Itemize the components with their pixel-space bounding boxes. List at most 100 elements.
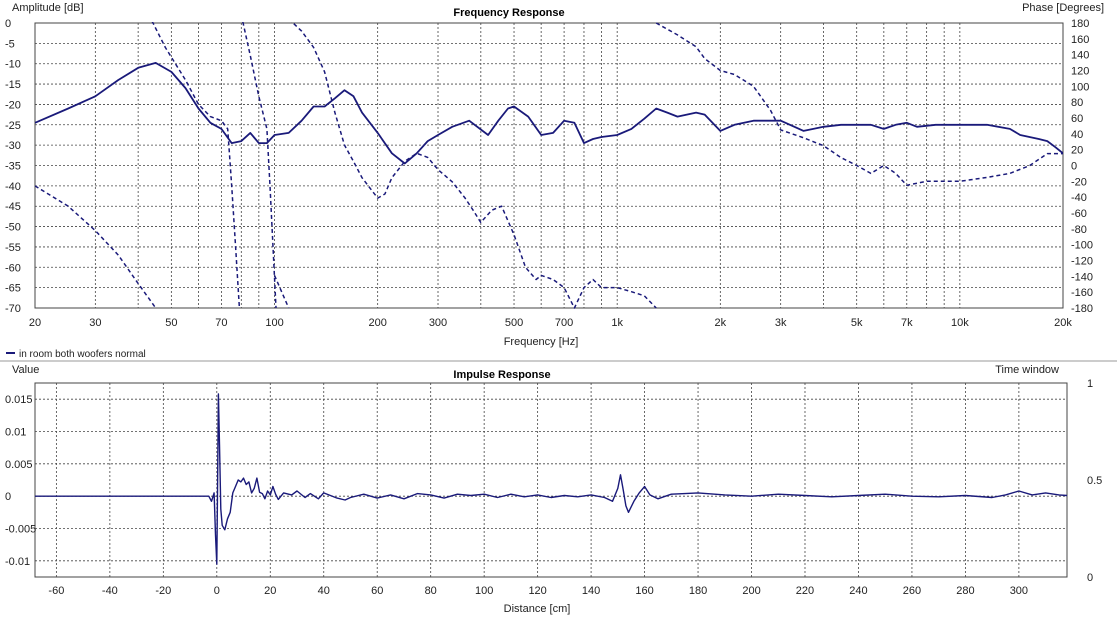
frequency-axis-label: Frequency [Hz] bbox=[504, 336, 579, 348]
frequency-tick: 7k bbox=[901, 317, 913, 329]
frequency-tick: 20 bbox=[29, 317, 41, 329]
phase-tick: -120 bbox=[1071, 256, 1093, 268]
distance-tick: 260 bbox=[903, 585, 921, 597]
time-window-tick: 0 bbox=[1087, 572, 1093, 584]
amplitude-tick: -30 bbox=[5, 140, 21, 152]
value-tick: 0.01 bbox=[5, 427, 26, 439]
amplitude-tick: -60 bbox=[5, 262, 21, 274]
value-tick: -0.01 bbox=[5, 556, 30, 568]
frequency-tick: 20k bbox=[1054, 317, 1072, 329]
value-tick-labels: 0.015 0.01 0.005 0 -0.005 -0.01 bbox=[5, 394, 36, 568]
value-tick: -0.005 bbox=[5, 524, 36, 536]
dashed-series-2 bbox=[655, 22, 1063, 187]
frequency-tick: 5k bbox=[851, 317, 863, 329]
impulse-chart-title: Impulse Response bbox=[453, 369, 550, 381]
value-axis-label: Value bbox=[12, 364, 39, 376]
distance-tick: 160 bbox=[635, 585, 653, 597]
phase-tick: -100 bbox=[1071, 240, 1093, 252]
distance-tick: 80 bbox=[425, 585, 437, 597]
phase-tick: -40 bbox=[1071, 192, 1087, 204]
frequency-tick-labels: 20 30 50 70 100 200 300 500 700 1k 2k 3k 5k 7k 10k 20k bbox=[29, 317, 1072, 329]
amplitude-tick: 0 bbox=[5, 18, 11, 30]
dashed-series-1 bbox=[273, 275, 290, 309]
phase-tick: -20 bbox=[1071, 176, 1087, 188]
phase-tick: 20 bbox=[1071, 145, 1083, 157]
distance-tick: 180 bbox=[689, 585, 707, 597]
frequency-plot-area bbox=[35, 22, 1063, 309]
frequency-tick: 100 bbox=[265, 317, 283, 329]
frequency-tick: 10k bbox=[951, 317, 969, 329]
phase-tick: 140 bbox=[1071, 50, 1089, 62]
frequency-tick: 1k bbox=[611, 317, 623, 329]
distance-tick: -20 bbox=[155, 585, 171, 597]
amplitude-tick: -70 bbox=[5, 303, 21, 315]
frequency-tick: 3k bbox=[775, 317, 787, 329]
dashed-series-1 bbox=[35, 185, 157, 309]
amplitude-tick: -15 bbox=[5, 79, 21, 91]
distance-axis-label: Distance [cm] bbox=[504, 603, 571, 615]
frequency-tick: 50 bbox=[165, 317, 177, 329]
phase-axis-label: Phase [Degrees] bbox=[1022, 2, 1104, 14]
distance-tick: 200 bbox=[742, 585, 760, 597]
distance-tick: 280 bbox=[956, 585, 974, 597]
value-tick: 0.005 bbox=[5, 459, 33, 471]
dashed-series-1 bbox=[290, 22, 657, 309]
distance-tick: 60 bbox=[371, 585, 383, 597]
phase-tick: 100 bbox=[1071, 81, 1089, 93]
amplitude-tick: -5 bbox=[5, 38, 15, 50]
phase-tick: 0 bbox=[1071, 161, 1077, 173]
frequency-tick: 500 bbox=[505, 317, 523, 329]
phase-tick: -140 bbox=[1071, 271, 1093, 283]
impulse-line bbox=[35, 393, 1068, 565]
plot-frame bbox=[34, 22, 1064, 309]
distance-tick: -40 bbox=[102, 585, 118, 597]
amplitude-tick: -55 bbox=[5, 242, 21, 254]
frequency-tick: 30 bbox=[89, 317, 101, 329]
frequency-tick: 2k bbox=[715, 317, 727, 329]
phase-tick: -80 bbox=[1071, 224, 1087, 236]
frequency-chart-title: Frequency Response bbox=[453, 7, 564, 19]
frequency-series bbox=[35, 22, 1063, 309]
impulse-series bbox=[35, 393, 1068, 565]
legend-entry: in room both woofers normal bbox=[19, 349, 146, 360]
value-tick: 0.015 bbox=[5, 394, 33, 406]
amplitude-tick: -65 bbox=[5, 283, 21, 295]
distance-tick: 100 bbox=[475, 585, 493, 597]
amplitude-tick: -25 bbox=[5, 120, 21, 132]
amplitude-axis-label: Amplitude [dB] bbox=[12, 2, 84, 14]
distance-tick: 240 bbox=[849, 585, 867, 597]
impulse-grid bbox=[34, 382, 1068, 578]
frequency-tick: 200 bbox=[368, 317, 386, 329]
distance-tick-labels: -60 -40 -20 0 20 40 60 80 100 120 140 160 180 200 220 2… bbox=[48, 585, 1028, 597]
phase-tick: 180 bbox=[1071, 18, 1089, 30]
time-window-tick-labels: 10.50 bbox=[1087, 378, 1102, 584]
distance-tick: 20 bbox=[264, 585, 276, 597]
distance-tick: 120 bbox=[528, 585, 546, 597]
impulse-response-chart: 0.015 0.01 0.005 0 -0.005 -0.01 10.50 -60 -40 -… bbox=[5, 364, 1102, 615]
distance-tick: -60 bbox=[48, 585, 64, 597]
distance-tick: 220 bbox=[796, 585, 814, 597]
frequency-tick: 300 bbox=[429, 317, 447, 329]
time-window-tick: 1 bbox=[1087, 378, 1093, 390]
phase-tick: 80 bbox=[1071, 97, 1083, 109]
distance-tick: 300 bbox=[1010, 585, 1028, 597]
time-window-tick: 0.5 bbox=[1087, 475, 1102, 487]
phase-tick: 60 bbox=[1071, 113, 1083, 125]
phase-tick: -60 bbox=[1071, 208, 1087, 220]
amplitude-tick: -20 bbox=[5, 99, 21, 111]
amplitude-tick: -35 bbox=[5, 161, 21, 173]
distance-tick: 40 bbox=[318, 585, 330, 597]
phase-tick: 40 bbox=[1071, 129, 1083, 141]
amplitude-tick-labels: 0 -5 -10 -15 -20 -25 -30 -35 -40 -45 -50 -55 -60 -65 -… bbox=[5, 18, 21, 315]
magnitude-line bbox=[35, 62, 1063, 165]
amplitude-tick: -45 bbox=[5, 201, 21, 213]
phase-tick: 120 bbox=[1071, 66, 1089, 78]
phase-tick-labels: 180 160 140 120 100 80 60 40 20 0 -20 -40 -60 -80 -100… bbox=[1071, 18, 1093, 315]
plot-frame bbox=[34, 382, 1068, 578]
frequency-tick: 700 bbox=[555, 317, 573, 329]
frequency-tick: 70 bbox=[215, 317, 227, 329]
phase-tick: -180 bbox=[1071, 303, 1093, 315]
amplitude-tick: -10 bbox=[5, 59, 21, 71]
frequency-grid bbox=[34, 22, 1064, 309]
